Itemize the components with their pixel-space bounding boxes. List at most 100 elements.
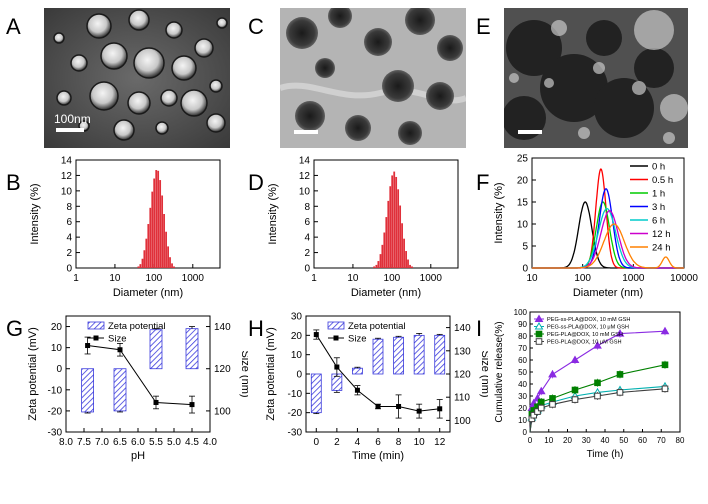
size-marker bbox=[354, 387, 360, 393]
data-point bbox=[661, 361, 669, 369]
data-point bbox=[661, 385, 669, 393]
histogram-bar bbox=[141, 258, 144, 268]
zeta-bar bbox=[352, 367, 363, 375]
x-tick-label: 70 bbox=[657, 436, 666, 445]
size-marker bbox=[334, 364, 340, 370]
legend-label-size: Size bbox=[348, 334, 366, 345]
x-tick-label: 10 bbox=[109, 273, 121, 284]
y-tick-label: 0 bbox=[304, 264, 310, 275]
x-tick-label: 6 bbox=[375, 437, 381, 448]
zeta-bar bbox=[81, 368, 94, 413]
zeta-bar bbox=[149, 329, 163, 370]
legend-swatch-zeta bbox=[327, 321, 345, 330]
histogram-bar bbox=[163, 214, 165, 268]
legend-label: PEG-PLA@DOX, 10 mM GSH bbox=[547, 332, 623, 338]
histogram-bar bbox=[381, 244, 384, 268]
histogram-bar bbox=[145, 238, 148, 268]
data-point bbox=[594, 379, 601, 387]
x-tick-label: 7.0 bbox=[95, 437, 109, 448]
panel-letter-h: H bbox=[248, 316, 264, 341]
y-tick-label: 10 bbox=[518, 416, 527, 425]
scale-bar-c bbox=[294, 130, 318, 134]
x-tick-label: 1000 bbox=[420, 273, 443, 284]
zeta-bar bbox=[413, 334, 425, 375]
legend-marker bbox=[535, 330, 543, 338]
y-tick-label: 6 bbox=[304, 217, 310, 228]
histogram-bar bbox=[155, 170, 158, 268]
y-tick-label: 60 bbox=[518, 356, 527, 365]
y-tick-label: -30 bbox=[48, 428, 63, 439]
chart-f-svg: 0 5 10 15 20 25 10 100 1000 10000 0 h 0.5 h 1 h 3 h 6 … bbox=[493, 154, 698, 300]
legend-label: 3 h bbox=[652, 202, 665, 213]
histogram-bar bbox=[149, 207, 152, 268]
panel-letter-b: B bbox=[6, 170, 21, 195]
histogram-bar bbox=[159, 180, 162, 268]
scale-bar-a bbox=[56, 128, 84, 132]
y2-axis-label: Size (nm) bbox=[479, 350, 488, 397]
histogram-bar bbox=[389, 186, 392, 268]
x-tick-label: 0 bbox=[314, 437, 320, 448]
size-marker bbox=[396, 403, 402, 409]
histogram-bar bbox=[377, 261, 380, 268]
data-point bbox=[616, 371, 624, 378]
data-point bbox=[593, 341, 602, 349]
legend-marker-size bbox=[93, 335, 99, 341]
x-tick-label: 100 bbox=[146, 273, 163, 284]
histogram-bar bbox=[401, 223, 403, 268]
x-tick-label: 50 bbox=[619, 436, 628, 445]
tem-image-c bbox=[280, 8, 466, 148]
x-tick-label: 8 bbox=[396, 437, 402, 448]
data-point bbox=[571, 396, 579, 403]
legend-label-zeta: Zeta potential bbox=[108, 321, 166, 332]
y-tick-label: 40 bbox=[518, 380, 527, 389]
x-tick-label: 1 bbox=[311, 273, 317, 284]
data-point bbox=[537, 398, 545, 406]
legend-label: 12 h bbox=[652, 229, 671, 240]
size-marker bbox=[117, 347, 123, 353]
data-point bbox=[537, 404, 545, 412]
histogram-bar bbox=[407, 259, 409, 268]
y-tick-label: 0 bbox=[523, 428, 528, 437]
legend-label: 6 h bbox=[652, 216, 665, 227]
x-tick-label: 1000 bbox=[622, 273, 645, 284]
y-tick-label: 10 bbox=[517, 220, 529, 231]
histogram-bar bbox=[143, 250, 146, 268]
x-tick-label: 80 bbox=[676, 436, 685, 445]
y2-tick-label: 130 bbox=[454, 346, 471, 357]
legend-label: 1 h bbox=[652, 189, 665, 200]
panel-letter-a: A bbox=[6, 14, 21, 39]
tem-image-a: 100nm bbox=[44, 8, 230, 148]
x-tick-label: 10 bbox=[414, 437, 426, 448]
x-tick-label: 4.5 bbox=[185, 437, 199, 448]
zeta-bar bbox=[434, 334, 446, 375]
data-point bbox=[549, 395, 556, 402]
y-tick-label: 10 bbox=[51, 343, 63, 354]
y-tick-label: 6 bbox=[66, 217, 72, 228]
x-axis-label: Diameter (nm) bbox=[351, 287, 421, 299]
y-tick-label: -20 bbox=[48, 406, 63, 417]
y-tick-label: 12 bbox=[61, 171, 73, 182]
y-axis-label: Cumulative release(%) bbox=[494, 321, 505, 422]
data-point bbox=[615, 329, 625, 337]
histogram-bar bbox=[403, 238, 405, 268]
x-tick-label: 2 bbox=[334, 437, 340, 448]
data-point bbox=[616, 389, 624, 396]
y-tick-label: 10 bbox=[291, 350, 303, 361]
histogram-bar bbox=[385, 217, 388, 268]
tem-image-e bbox=[504, 8, 688, 148]
data-point bbox=[594, 392, 601, 400]
data-point bbox=[536, 386, 546, 395]
histogram-bar bbox=[409, 264, 411, 268]
histogram-bar bbox=[165, 231, 167, 268]
size-marker bbox=[313, 332, 319, 338]
y-tick-label: 70 bbox=[518, 344, 527, 353]
chart-d-svg: 0 2 4 6 8 10 12 14 1 10 100 1000 Diameter (nm) Intens… bbox=[267, 156, 459, 299]
x-tick-label: 10 bbox=[347, 273, 359, 284]
data-point bbox=[530, 411, 538, 419]
y-tick-label: 0 bbox=[66, 264, 72, 275]
histogram-bar bbox=[387, 200, 390, 268]
y2-axis-label: Size (nm) bbox=[239, 350, 248, 397]
y-tick-label: 30 bbox=[518, 392, 527, 401]
histogram-bar bbox=[139, 264, 142, 268]
histogram-bar bbox=[373, 266, 376, 268]
